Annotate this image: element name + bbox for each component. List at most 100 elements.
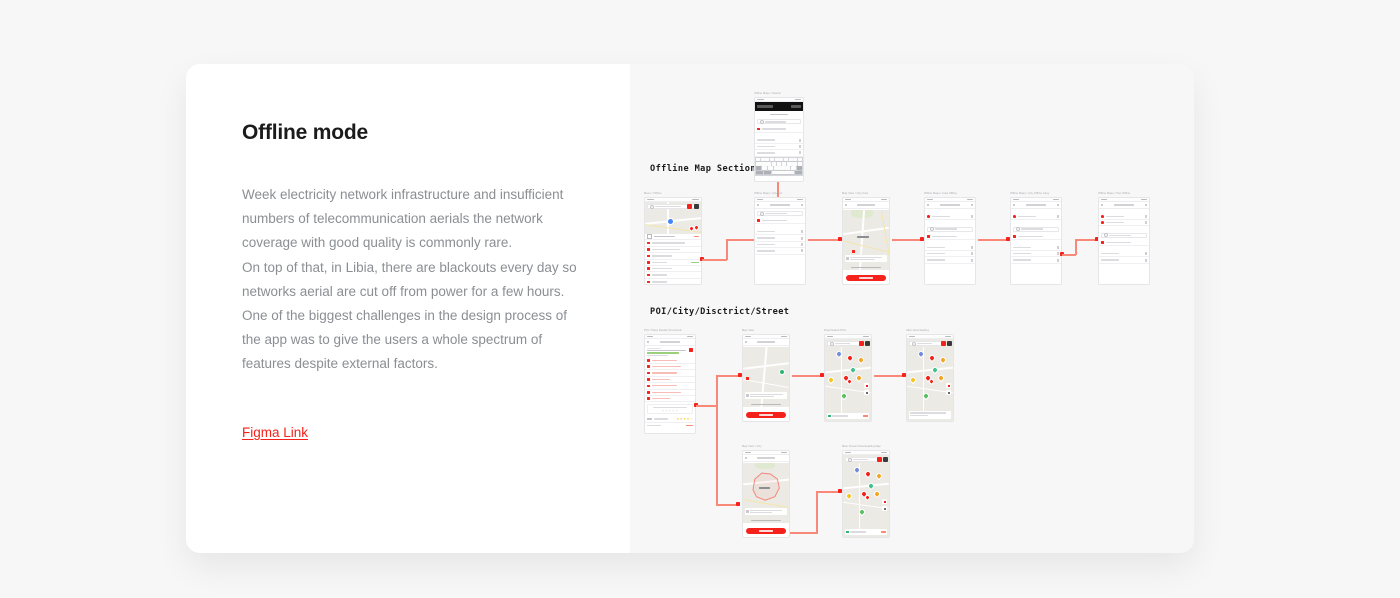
reviews-row[interactable] [645, 423, 695, 429]
city-row[interactable] [755, 137, 803, 144]
search-input[interactable] [647, 204, 699, 209]
poi-row-phone[interactable] [645, 358, 695, 364]
city-row[interactable] [1011, 245, 1061, 251]
phone-mockup-city-list[interactable] [754, 197, 806, 285]
menu-item[interactable] [645, 247, 701, 254]
city-row[interactable] [1099, 257, 1149, 264]
menu-item[interactable] [645, 253, 701, 260]
layers-icon[interactable] [940, 341, 946, 346]
search-input[interactable] [1013, 226, 1059, 232]
back-icon[interactable] [757, 203, 760, 207]
phone-mockup-offline-list-a[interactable] [924, 197, 976, 285]
more-icon[interactable] [1144, 203, 1147, 207]
city-row[interactable] [755, 248, 805, 255]
on-screen-keyboard[interactable] [755, 156, 803, 177]
poi-row-suggest-change[interactable] [645, 383, 695, 390]
select-map-area-row[interactable] [1011, 234, 1061, 240]
city-row[interactable] [925, 257, 975, 264]
search-input[interactable] [757, 119, 801, 125]
menu-item[interactable] [645, 279, 701, 284]
search-input[interactable] [909, 341, 942, 346]
poi-row-hours[interactable] [645, 377, 695, 384]
phone-mockup-map-download[interactable] [842, 197, 890, 285]
offline-city-row[interactable] [925, 214, 975, 220]
poi-row-report[interactable] [645, 390, 695, 396]
map-preview[interactable] [645, 202, 701, 234]
layers-icon[interactable] [687, 204, 692, 209]
more-icon[interactable] [1056, 203, 1059, 207]
select-map-area-row[interactable] [755, 218, 805, 225]
offline-city-row[interactable] [1011, 214, 1061, 220]
layers-icon[interactable] [858, 341, 864, 346]
phone-mockup-poi-map-a[interactable] [824, 334, 872, 422]
select-map-area-row[interactable] [925, 234, 975, 240]
city-row[interactable] [925, 245, 975, 251]
locate-button[interactable] [882, 506, 887, 511]
map-preview[interactable] [743, 463, 789, 523]
city-row[interactable] [755, 144, 803, 151]
menu-icon[interactable] [882, 457, 888, 462]
phone-mockup-offline-list-two[interactable] [1098, 197, 1150, 285]
phone-mockup-map-download-2[interactable] [742, 334, 790, 422]
menu-icon[interactable] [946, 341, 952, 346]
city-row[interactable] [755, 235, 805, 242]
poi-banner[interactable] [827, 413, 869, 419]
menu-item[interactable] [645, 234, 701, 241]
offline-city-row[interactable] [1099, 220, 1149, 227]
phone-mockup-poi-map-toast[interactable] [906, 334, 954, 422]
city-row[interactable] [1099, 251, 1149, 258]
phone-mockup-city-boundary[interactable] [742, 450, 790, 538]
select-map-area-row[interactable] [1099, 240, 1149, 247]
city-row[interactable] [1011, 251, 1061, 258]
city-row[interactable] [1011, 257, 1061, 264]
back-icon[interactable] [1101, 203, 1104, 207]
search-input[interactable] [827, 341, 860, 346]
map-preview[interactable] [743, 347, 789, 407]
download-button[interactable] [746, 528, 786, 534]
search-input[interactable] [1101, 232, 1147, 238]
city-row[interactable] [755, 150, 803, 157]
map-preview[interactable] [825, 339, 871, 421]
city-row[interactable] [925, 251, 975, 258]
search-input[interactable] [845, 457, 878, 462]
search-input[interactable] [757, 211, 803, 216]
poi-row-email[interactable] [645, 364, 695, 371]
offline-city-row[interactable] [1099, 214, 1149, 220]
favorite-icon[interactable] [688, 348, 693, 352]
poi-row-website[interactable] [645, 370, 695, 377]
select-map-area-row[interactable] [755, 126, 803, 133]
dark-search-bar[interactable] [755, 102, 803, 111]
figma-link[interactable]: Figma Link [242, 424, 309, 440]
download-button[interactable] [746, 412, 786, 418]
bookmark-button[interactable] [882, 499, 887, 504]
phone-mockup-search-keyboard[interactable] [754, 97, 804, 182]
phone-mockup-poi-detail[interactable] [644, 334, 696, 434]
menu-item[interactable] [645, 260, 701, 266]
map-preview[interactable] [907, 339, 953, 421]
menu-item[interactable] [645, 240, 701, 247]
rating-prompt-card[interactable] [647, 404, 693, 415]
poi-row-download[interactable] [645, 396, 695, 403]
phone-mockup-final-poi-map[interactable] [842, 450, 890, 538]
menu-item-offline-maps[interactable] [645, 266, 701, 273]
more-icon[interactable] [800, 203, 803, 207]
more-icon[interactable] [970, 203, 973, 207]
locate-button[interactable] [946, 390, 951, 395]
back-icon[interactable] [927, 203, 930, 207]
download-button[interactable] [846, 275, 886, 281]
layers-icon[interactable] [876, 457, 882, 462]
city-row[interactable] [755, 229, 805, 236]
search-input[interactable] [927, 226, 973, 232]
phone-mockup-menu-drawer[interactable] [644, 197, 702, 285]
bookmark-button[interactable] [946, 383, 951, 388]
menu-icon[interactable] [694, 204, 699, 209]
back-icon[interactable] [745, 456, 748, 460]
back-icon[interactable] [1013, 203, 1016, 207]
map-preview[interactable] [843, 455, 889, 537]
back-icon[interactable] [745, 340, 748, 344]
rating-stars-input[interactable] [650, 409, 690, 412]
phone-mockup-offline-list-b[interactable] [1010, 197, 1062, 285]
back-icon[interactable] [845, 203, 848, 207]
menu-icon[interactable] [864, 341, 870, 346]
map-preview[interactable] [843, 210, 889, 270]
